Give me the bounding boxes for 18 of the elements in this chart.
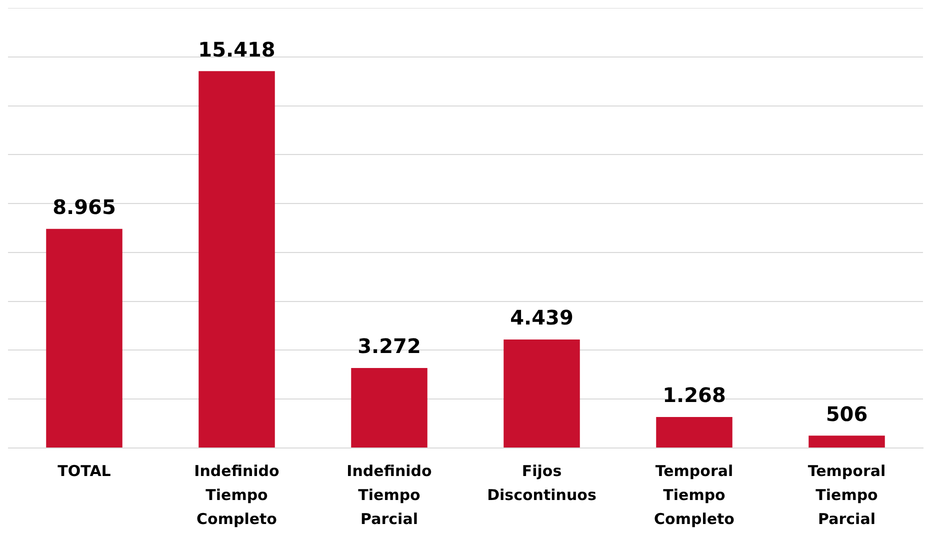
x-tick-label: Temporal Tiempo Completo — [654, 462, 734, 528]
bar — [656, 417, 732, 448]
x-tick-label: Temporal Tiempo Parcial — [808, 462, 886, 528]
x-tick-label: TOTAL — [58, 462, 112, 480]
data-label: 1.268 — [662, 383, 726, 408]
bar — [46, 228, 122, 448]
data-label: 506 — [826, 402, 868, 426]
bar — [504, 339, 580, 448]
data-label: 3.272 — [358, 334, 421, 358]
bar — [198, 71, 275, 448]
data-label: 8.965 — [52, 195, 116, 220]
bar — [808, 436, 885, 448]
data-label: 15.418 — [198, 37, 276, 62]
x-tick-label: Indefinido Tiempo Completo — [194, 462, 280, 528]
x-tick-label: Fijos Discontinuos — [487, 462, 596, 504]
bar — [351, 368, 428, 448]
data-label: 4.439 — [510, 306, 574, 330]
x-tick-label: Indefinido Tiempo Parcial — [346, 462, 432, 528]
